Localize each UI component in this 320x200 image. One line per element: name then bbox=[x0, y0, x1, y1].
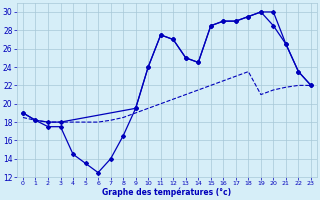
X-axis label: Graphe des températures (°c): Graphe des températures (°c) bbox=[102, 188, 232, 197]
